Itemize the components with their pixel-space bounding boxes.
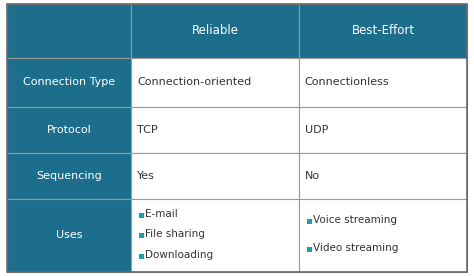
- Bar: [7, 153, 131, 199]
- Text: ▪: ▪: [137, 229, 144, 239]
- Text: ▪: ▪: [137, 250, 144, 260]
- Text: E-mail: E-mail: [146, 209, 178, 219]
- Text: Voice streaming: Voice streaming: [313, 215, 397, 225]
- Text: File sharing: File sharing: [146, 229, 205, 239]
- Bar: [131, 153, 299, 199]
- Text: Reliable: Reliable: [191, 24, 239, 38]
- Text: ▪: ▪: [305, 215, 312, 225]
- Bar: [131, 107, 299, 153]
- Bar: [131, 199, 299, 272]
- Text: ▪: ▪: [305, 243, 312, 253]
- Bar: [7, 199, 131, 272]
- Text: Sequencing: Sequencing: [36, 171, 102, 181]
- Bar: [131, 58, 299, 107]
- Bar: [299, 58, 467, 107]
- Bar: [7, 58, 131, 107]
- Bar: [299, 4, 467, 58]
- Bar: [299, 107, 467, 153]
- Text: Downloading: Downloading: [146, 250, 214, 260]
- Bar: [299, 153, 467, 199]
- Text: No: No: [305, 171, 320, 181]
- Text: ▪: ▪: [137, 209, 144, 219]
- Bar: [7, 4, 131, 58]
- Text: Connection Type: Connection Type: [23, 77, 115, 87]
- Text: Video streaming: Video streaming: [313, 243, 399, 253]
- Text: TCP: TCP: [137, 125, 157, 135]
- Text: Uses: Uses: [56, 230, 82, 240]
- Text: Connectionless: Connectionless: [305, 77, 389, 87]
- Text: Connection-oriented: Connection-oriented: [137, 77, 251, 87]
- Text: UDP: UDP: [305, 125, 328, 135]
- Bar: [299, 199, 467, 272]
- Bar: [131, 4, 299, 58]
- Text: Best-Effort: Best-Effort: [351, 24, 415, 38]
- Text: Protocol: Protocol: [47, 125, 91, 135]
- Bar: [7, 107, 131, 153]
- Text: Yes: Yes: [137, 171, 155, 181]
